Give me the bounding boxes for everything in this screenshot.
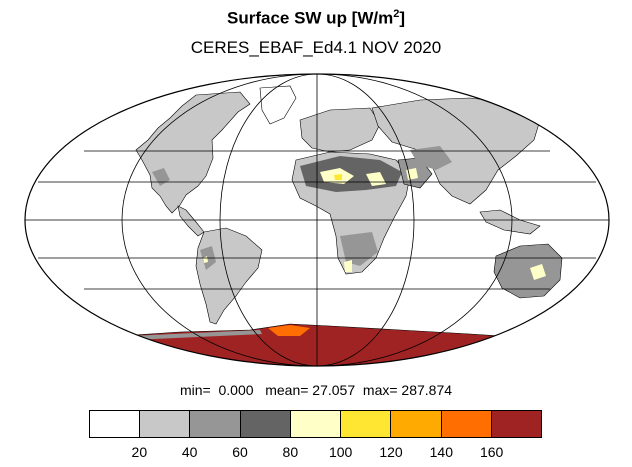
colorbar-swatch: [290, 411, 342, 437]
colorbar-swatch: [240, 411, 291, 437]
arabia-yellow: [406, 168, 418, 180]
colorbar-tick-label: 100: [328, 444, 353, 460]
landmass-australia: [493, 243, 563, 299]
plot-subtitle: CERES_EBAF_Ed4.1 NOV 2020: [190, 38, 442, 57]
statistics-line: min= 0.000 mean= 27.057 max= 287.874: [179, 382, 453, 398]
colorbar-swatch: [90, 411, 141, 437]
asia-dark: [410, 146, 452, 170]
landmass-greenland: [259, 85, 297, 125]
colorbar-swatch: [441, 411, 492, 437]
landmass-europe: [299, 107, 381, 153]
colorbar-tick-label: 80: [282, 444, 299, 460]
globe-outline: [24, 73, 610, 367]
colorbar-tick-label: 120: [379, 444, 403, 460]
australia-yellow: [530, 264, 546, 280]
colorbar-tick-label: 20: [131, 444, 148, 460]
sahara-yellow-2: [366, 172, 386, 186]
southern-africa-dark: [340, 232, 378, 266]
colorbar-tick-label: 40: [181, 444, 198, 460]
colorbar-swatch: [140, 411, 191, 437]
colorbar-swatch: [491, 411, 541, 437]
landmass-antarctica: [119, 323, 541, 366]
antarctica-gray-fringe: [130, 330, 262, 340]
kalahari-yellow: [344, 260, 352, 272]
colorbar-tick-label: 60: [232, 444, 248, 460]
plot-title: Surface SW up [W/m2]: [226, 8, 406, 28]
colorbar-swatch: [341, 411, 392, 437]
landmass-north-america-dark: [152, 168, 170, 186]
landmass-central-america: [177, 205, 205, 237]
landmass-maritime-se-asia: [479, 209, 541, 235]
colorbar-swatch: [391, 411, 442, 437]
colorbar-tick-label: 160: [479, 444, 504, 460]
sahara-yellow-3: [334, 174, 342, 180]
colorbar-swatch: [190, 411, 241, 437]
colorbar: [89, 410, 542, 438]
antarctica-orange-edge: [268, 325, 310, 336]
colorbar-tick-label: 140: [429, 444, 454, 460]
